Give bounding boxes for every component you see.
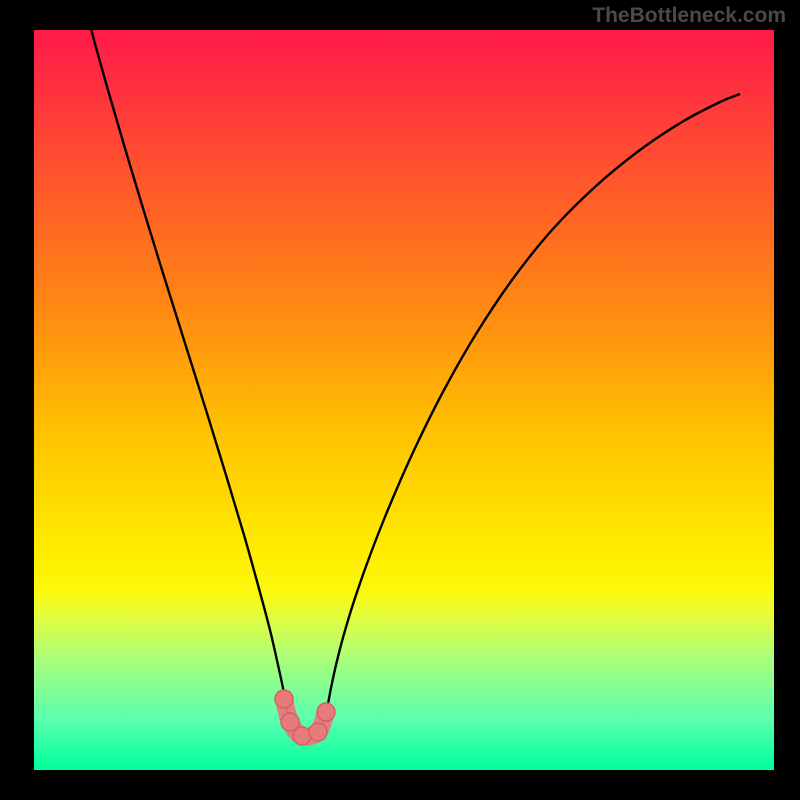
valley-markers [0, 0, 800, 800]
watermark-text: TheBottleneck.com [592, 4, 786, 28]
